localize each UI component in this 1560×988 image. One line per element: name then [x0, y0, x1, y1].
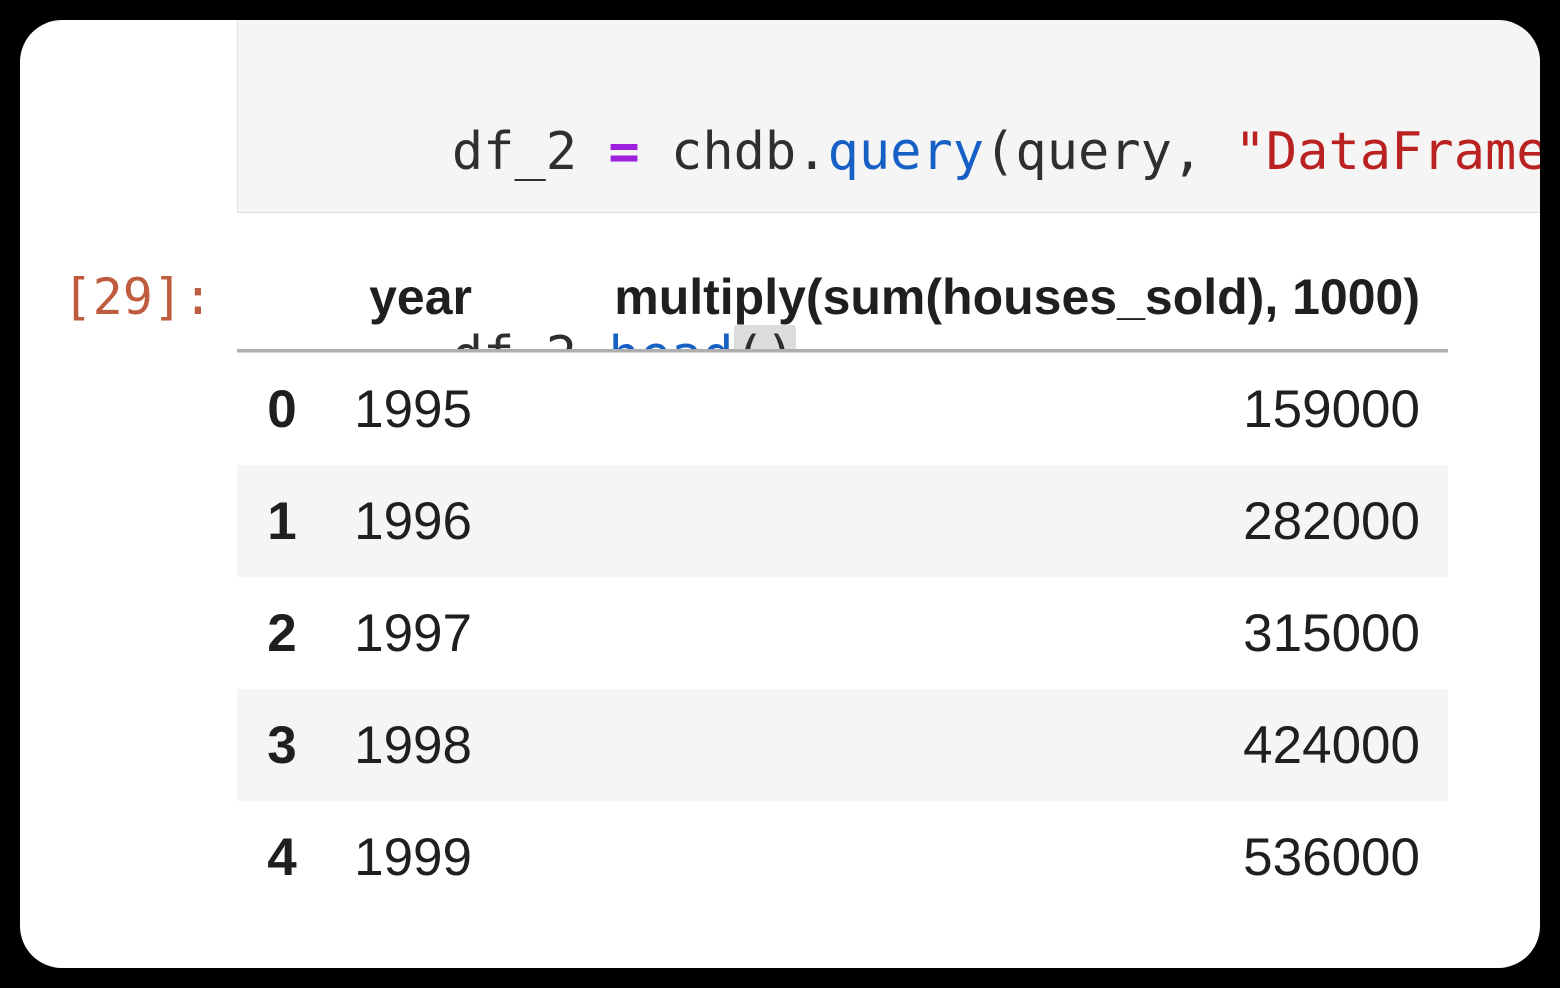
code-cell-editor[interactable]: df_2 = chdb.query(query, "DataFrame") df… [237, 20, 1540, 389]
table-row: 0 1995 159000 [237, 353, 1448, 465]
notebook-page: df_2 = chdb.query(query, "DataFrame") df… [20, 20, 1540, 968]
row-index: 3 [267, 715, 297, 775]
output-area: [29]: year multiply(sum(houses_sold), 10… [20, 245, 1540, 913]
header-divider [237, 349, 1448, 353]
row-index: 1 [267, 491, 297, 551]
row-index: 0 [267, 379, 297, 439]
cell-value: 424000 [1243, 715, 1420, 775]
cell-year: 1998 [354, 715, 472, 775]
dataframe-table: year multiply(sum(houses_sold), 1000) 0 … [237, 245, 1448, 913]
header-value: multiply(sum(houses_sold), 1000) [614, 269, 1420, 325]
table-row: 2 1997 315000 [237, 577, 1448, 689]
output-prompt: [29]: [62, 268, 213, 326]
row-index: 2 [267, 603, 297, 663]
code-token-operator: = [608, 122, 640, 182]
code-token-plain: chdb. [639, 122, 828, 182]
table-body: 0 1995 159000 1 1996 282000 2 1997 31500… [237, 353, 1448, 913]
table-header-row: year multiply(sum(houses_sold), 1000) [237, 245, 1448, 349]
row-index: 4 [267, 827, 297, 887]
code-line-1: df_2 = chdb.query(query, "DataFrame") [264, 50, 1540, 254]
table-row: 1 1996 282000 [237, 465, 1448, 577]
table-row: 3 1998 424000 [237, 689, 1448, 801]
cell-value: 315000 [1243, 603, 1420, 663]
cell-year: 1997 [354, 603, 472, 663]
code-token-function-query: query [827, 122, 985, 182]
cell-value: 536000 [1243, 827, 1420, 887]
cell-year: 1999 [354, 827, 472, 887]
table-row: 4 1999 536000 [237, 801, 1448, 913]
cell-value: 282000 [1243, 491, 1420, 551]
header-year: year [369, 269, 472, 325]
code-token-variable: df_2 [451, 122, 609, 182]
cell-year: 1996 [354, 491, 472, 551]
cell-year: 1995 [354, 379, 472, 439]
cell-value: 159000 [1243, 379, 1420, 439]
code-token-plain: (query, [984, 122, 1235, 182]
code-token-string: "DataFrame" [1234, 122, 1540, 182]
